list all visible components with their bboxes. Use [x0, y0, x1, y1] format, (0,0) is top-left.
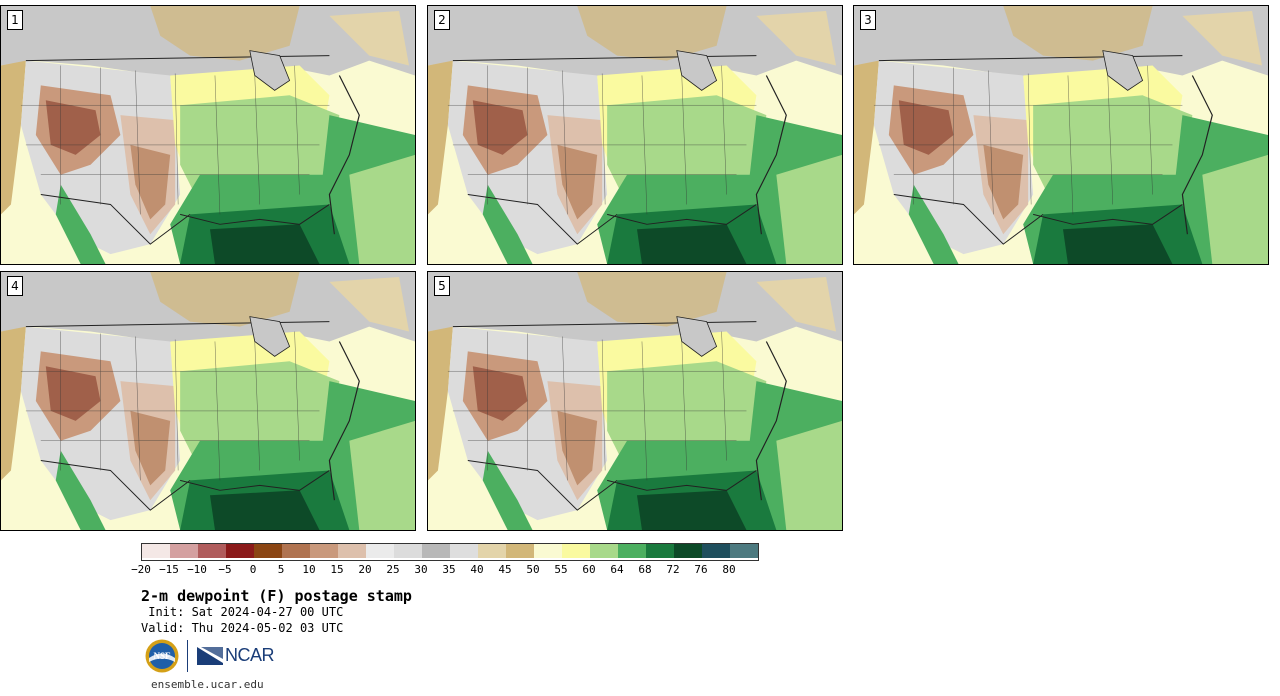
dewpoint-map — [428, 6, 842, 264]
colorbar-swatch — [394, 544, 422, 558]
colorbar-tick-label: 60 — [582, 563, 596, 576]
panel-label: 4 — [7, 276, 23, 296]
colorbar-tick-label: 10 — [302, 563, 316, 576]
colorbar-tick-label: 5 — [277, 563, 285, 576]
colorbar-swatch — [450, 544, 478, 558]
product-title: 2-m dewpoint (F) postage stamp — [141, 587, 412, 605]
colorbar-tick-label: 30 — [414, 563, 428, 576]
colorbar-swatch — [198, 544, 226, 558]
dewpoint-map — [428, 272, 842, 530]
colorbar-swatch — [142, 544, 170, 558]
colorbar-tick-label: 50 — [526, 563, 540, 576]
colorbar-tick-label: 20 — [358, 563, 372, 576]
colorbar-tick-label: 55 — [554, 563, 568, 576]
colorbar-tick-label: 0 — [249, 563, 257, 576]
valid-time: Valid: Thu 2024-05-02 03 UTC — [141, 621, 344, 635]
ensemble-member-4-map: 4 — [0, 271, 416, 531]
colorbar-tick-label: 64 — [610, 563, 624, 576]
colorbar-swatch — [702, 544, 730, 558]
dewpoint-map — [1, 272, 415, 530]
colorbar-tick-label: 76 — [694, 563, 708, 576]
colorbar-tick-label: −15 — [159, 563, 179, 576]
panel-label: 1 — [7, 10, 23, 30]
colorbar-swatch — [506, 544, 534, 558]
colorbar-swatch — [422, 544, 450, 558]
colorbar-swatch — [674, 544, 702, 558]
colorbar-ticks: −20 −15 −10 −5 0 5 10 15 20 25 30 35 40 45 50 55 60 64 68 7… — [131, 563, 757, 577]
colorbar-swatch — [730, 544, 758, 558]
colorbar-tick-label: 15 — [330, 563, 344, 576]
colorbar-tick-label: 68 — [638, 563, 652, 576]
colorbar-swatch — [534, 544, 562, 558]
dewpoint-map — [854, 6, 1268, 264]
init-time: Init: Sat 2024-04-27 00 UTC — [141, 605, 344, 619]
ensemble-member-1-map: 1 — [0, 5, 416, 265]
colorbar-swatch — [170, 544, 198, 558]
colorbar-tick-label: 45 — [498, 563, 512, 576]
site-url: ensemble.ucar.edu — [151, 678, 264, 691]
colorbar-swatch — [282, 544, 310, 558]
ensemble-member-5-map: 5 — [427, 271, 843, 531]
colorbar-tick-label: 25 — [386, 563, 400, 576]
colorbar-swatch — [618, 544, 646, 558]
colorbar-swatch — [366, 544, 394, 558]
nsf-logo-icon: NSF — [145, 639, 179, 673]
colorbar-swatch — [310, 544, 338, 558]
colorbar-swatch — [562, 544, 590, 558]
colorbar-tick-label: 72 — [666, 563, 680, 576]
panel-label: 5 — [434, 276, 450, 296]
colorbar-swatch — [254, 544, 282, 558]
panel-label: 2 — [434, 10, 450, 30]
panel-label: 3 — [860, 10, 876, 30]
dewpoint-map — [1, 6, 415, 264]
colorbar-tick-label: −5 — [218, 563, 232, 576]
colorbar-tick-label: 40 — [470, 563, 484, 576]
nsf-logo-text: NSF — [153, 651, 171, 661]
logo-divider — [187, 640, 188, 672]
logos: NSF NCAR — [145, 638, 285, 674]
colorbar-swatch — [590, 544, 618, 558]
colorbar-swatch — [646, 544, 674, 558]
ncar-logo-text: NCAR — [225, 645, 275, 665]
colorbar-tick-label: 35 — [442, 563, 456, 576]
colorbar-tick-label: −20 — [131, 563, 151, 576]
colorbar-swatch — [478, 544, 506, 558]
ncar-logo-icon — [197, 647, 223, 665]
ensemble-member-2-map: 2 — [427, 5, 843, 265]
colorbar-swatch — [226, 544, 254, 558]
colorbar-swatch — [338, 544, 366, 558]
ensemble-member-3-map: 3 — [853, 5, 1269, 265]
colorbar — [141, 543, 759, 561]
colorbar-tick-label: −10 — [187, 563, 207, 576]
colorbar-tick-label: 80 — [722, 563, 736, 576]
